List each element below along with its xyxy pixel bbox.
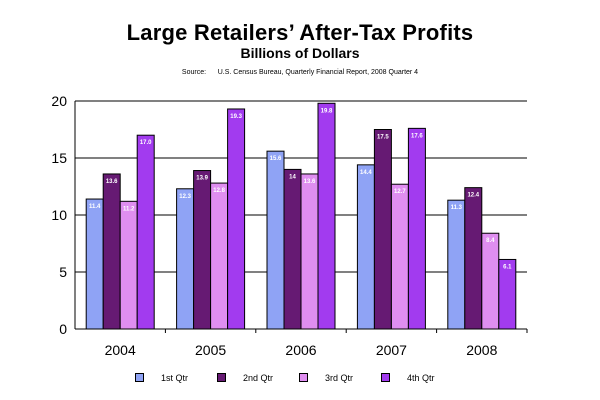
y-tick-label: 20	[51, 93, 67, 109]
legend-label: 1st Qtr	[161, 373, 189, 383]
legend-label: 2nd Qtr	[243, 373, 274, 383]
bar	[136, 134, 155, 330]
bar-data-label: 14	[289, 174, 296, 180]
bar-data-label: 12.3	[179, 194, 191, 200]
bar-data-label: 13.9	[196, 176, 208, 182]
source-text: U.S. Census Bureau, Quarterly Financial …	[217, 69, 419, 76]
x-tick-label: 2004	[105, 342, 136, 358]
bar	[481, 232, 500, 330]
legend-label: 3rd Qtr	[325, 373, 354, 383]
y-tick-label: 0	[59, 321, 67, 337]
x-tick-label: 2006	[285, 342, 316, 358]
source-label: Source:	[181, 69, 207, 76]
bar	[390, 183, 409, 330]
bar	[119, 200, 138, 330]
bar	[498, 258, 517, 330]
bar	[317, 102, 336, 330]
bar-data-label: 12.4	[467, 193, 479, 199]
bar-data-label: 13.6	[106, 179, 118, 185]
bar	[300, 173, 319, 330]
y-tick-label: 15	[51, 150, 67, 166]
bar-data-label: 6.1	[503, 264, 512, 270]
bar-data-label: 17.5	[377, 135, 389, 141]
y-tick-label: 10	[51, 207, 67, 223]
y-tick-label: 5	[59, 264, 67, 280]
bar	[464, 187, 483, 330]
bar-data-label: 11.3	[451, 205, 463, 211]
chart-legend: 1st Qtr 2nd Qtr 3rd Qtr 4th Qtr	[135, 371, 475, 385]
bar	[85, 198, 104, 330]
chart-subtitle: Billions of Dollars	[240, 45, 360, 61]
bar	[356, 164, 375, 330]
bar-data-label: 17.6	[411, 133, 423, 139]
legend-swatch	[135, 373, 144, 382]
bar	[210, 182, 229, 330]
chart-source: Source: U.S. Census Bureau, Quarterly Fi…	[0, 69, 600, 76]
bar-data-label: 11.4	[89, 204, 101, 210]
legend-swatch	[299, 373, 308, 382]
bar-data-label: 14.4	[360, 170, 372, 176]
legend-label: 4th Qtr	[407, 373, 435, 383]
bar-data-label: 19.8	[321, 108, 333, 114]
bar-data-label: 12.8	[213, 188, 225, 194]
bar	[266, 150, 285, 330]
bar-data-label: 17.0	[140, 140, 152, 146]
bar	[407, 127, 426, 330]
bar	[227, 108, 246, 330]
x-tick-label: 2007	[376, 342, 407, 358]
bar	[283, 168, 302, 330]
bar-data-label: 11.2	[123, 206, 135, 212]
legend-swatch	[381, 373, 390, 382]
bar	[373, 129, 392, 330]
bar	[102, 173, 121, 330]
bar-data-label: 13.6	[304, 179, 316, 185]
bar	[176, 188, 195, 330]
bar-data-label: 12.7	[394, 189, 406, 195]
chart-title: Large Retailers’ After-Tax Profits	[126, 20, 474, 45]
bar-data-label: 19.3	[230, 114, 242, 120]
bar-data-label: 8.4	[486, 238, 495, 244]
legend-swatch	[217, 373, 226, 382]
bar	[447, 199, 466, 330]
x-tick-label: 2008	[466, 342, 497, 358]
bar	[193, 170, 212, 330]
x-tick-label: 2005	[195, 342, 226, 358]
bar-data-label: 15.6	[270, 156, 282, 162]
